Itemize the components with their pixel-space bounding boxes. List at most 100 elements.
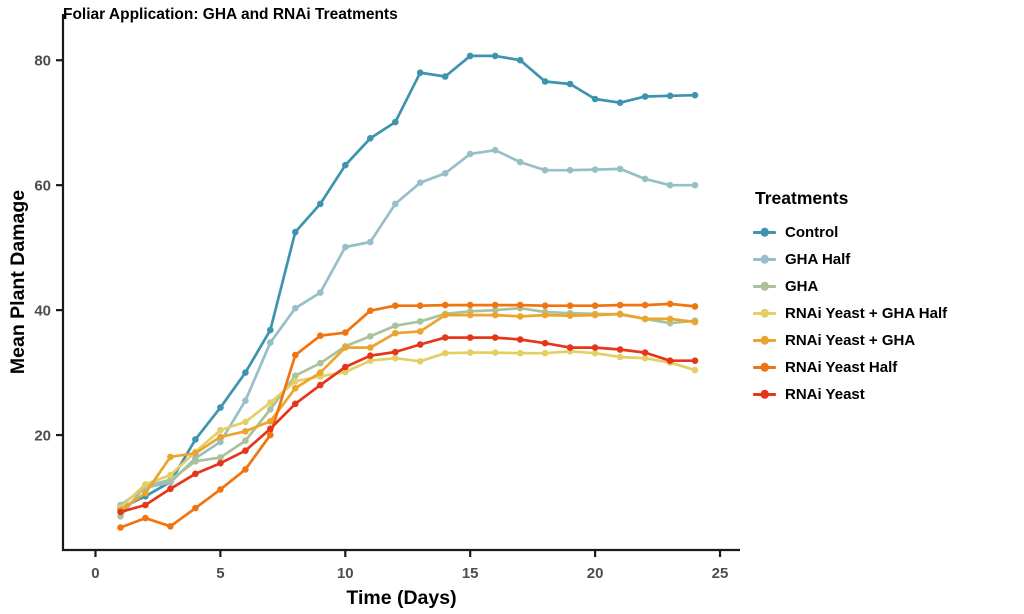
data-point [267, 326, 274, 334]
data-point [392, 322, 399, 330]
data-point [367, 352, 374, 360]
data-point [541, 78, 549, 85]
data-point [666, 315, 674, 323]
data-point [416, 341, 424, 348]
data-point [267, 399, 274, 406]
series-line-rnai-yeast-half [119, 302, 697, 529]
chart-title: Foliar Application: GHA and RNAi Treatme… [63, 6, 398, 23]
data-point [641, 301, 649, 309]
y-tick-label: 20 [34, 428, 51, 445]
data-point [342, 329, 349, 336]
legend-entry-rnai-yeast-half: RNAi Yeast Half [753, 354, 947, 381]
data-point [242, 466, 249, 473]
series-points-rnai-yeast-gha [117, 310, 699, 514]
data-point [641, 315, 649, 323]
data-point [167, 453, 174, 461]
data-point [317, 369, 324, 376]
data-point [691, 366, 699, 374]
data-point [342, 243, 349, 251]
y-tick-label: 60 [34, 178, 51, 195]
data-point [242, 369, 249, 376]
data-point [317, 359, 324, 367]
data-point [641, 175, 649, 183]
legend-title: Treatments [755, 188, 849, 208]
data-point [317, 332, 324, 340]
data-point [217, 486, 224, 493]
legend-key-dot-icon [760, 228, 769, 237]
data-point [466, 311, 474, 319]
data-point [416, 318, 424, 325]
data-point [491, 301, 499, 309]
data-point [367, 344, 374, 351]
data-point [441, 311, 449, 319]
data-point [242, 428, 249, 435]
legend-key-dot-icon [760, 336, 769, 345]
data-point [541, 302, 549, 310]
data-point [491, 334, 499, 341]
legend-key-icon [753, 390, 776, 399]
series-line-gha-half [119, 148, 697, 507]
legend-label: Control [785, 224, 839, 241]
data-point [566, 312, 574, 320]
series-line-rnai-yeast-gha-half [119, 349, 697, 509]
series-line-rnai-yeast-gha [119, 312, 697, 512]
data-point [117, 508, 124, 516]
data-point [267, 418, 274, 425]
series-line-rnai-yeast [119, 336, 697, 514]
x-axis-label: Time (Days) [346, 587, 456, 609]
data-point [641, 93, 649, 100]
data-point [292, 378, 299, 385]
legend-entry-gha: GHA [753, 273, 947, 300]
data-point [242, 437, 249, 445]
data-point [317, 381, 324, 389]
data-point [466, 52, 474, 60]
data-point [516, 313, 524, 320]
data-point [541, 311, 549, 319]
data-point [342, 368, 349, 376]
data-point [491, 349, 499, 356]
data-point [292, 400, 299, 408]
data-point [491, 306, 499, 314]
data-point [292, 228, 299, 236]
legend-label: RNAi Yeast + GHA [785, 332, 916, 349]
legend-label: RNAi Yeast [785, 386, 865, 403]
data-point [616, 346, 624, 353]
data-point [167, 476, 174, 484]
legend-entry-control: Control [753, 219, 947, 246]
data-point [192, 449, 199, 457]
legend-key-icon [753, 309, 776, 318]
data-point [367, 135, 374, 142]
x-tick-label: 20 [587, 565, 604, 582]
data-point [392, 329, 399, 337]
series-points-rnai-yeast [117, 334, 699, 516]
data-point [416, 69, 424, 76]
data-point [367, 307, 374, 315]
legend-key-icon [753, 363, 776, 372]
data-point [167, 485, 174, 493]
data-point [441, 349, 449, 357]
data-point [591, 95, 599, 103]
data-point [267, 339, 274, 346]
legend-key-icon [753, 228, 776, 237]
legend-key-icon [753, 282, 776, 291]
data-point [566, 344, 574, 351]
data-point [392, 118, 399, 126]
data-point [292, 351, 299, 359]
data-point [516, 336, 524, 343]
data-point [217, 438, 224, 446]
data-point [691, 181, 699, 189]
data-point [392, 348, 399, 356]
data-point [217, 426, 224, 434]
data-point [466, 301, 474, 309]
data-point [616, 165, 624, 173]
data-point [691, 357, 699, 365]
data-point [416, 328, 424, 335]
legend-label: RNAi Yeast + GHA Half [785, 305, 948, 322]
data-point [591, 311, 599, 319]
data-point [666, 181, 674, 189]
data-point [616, 301, 624, 309]
data-point [142, 501, 149, 509]
data-point [392, 302, 399, 310]
legend-entries: Control GHA Half GHA RNAi Yeast + GHA Half R… [753, 219, 947, 408]
data-point [367, 357, 374, 365]
